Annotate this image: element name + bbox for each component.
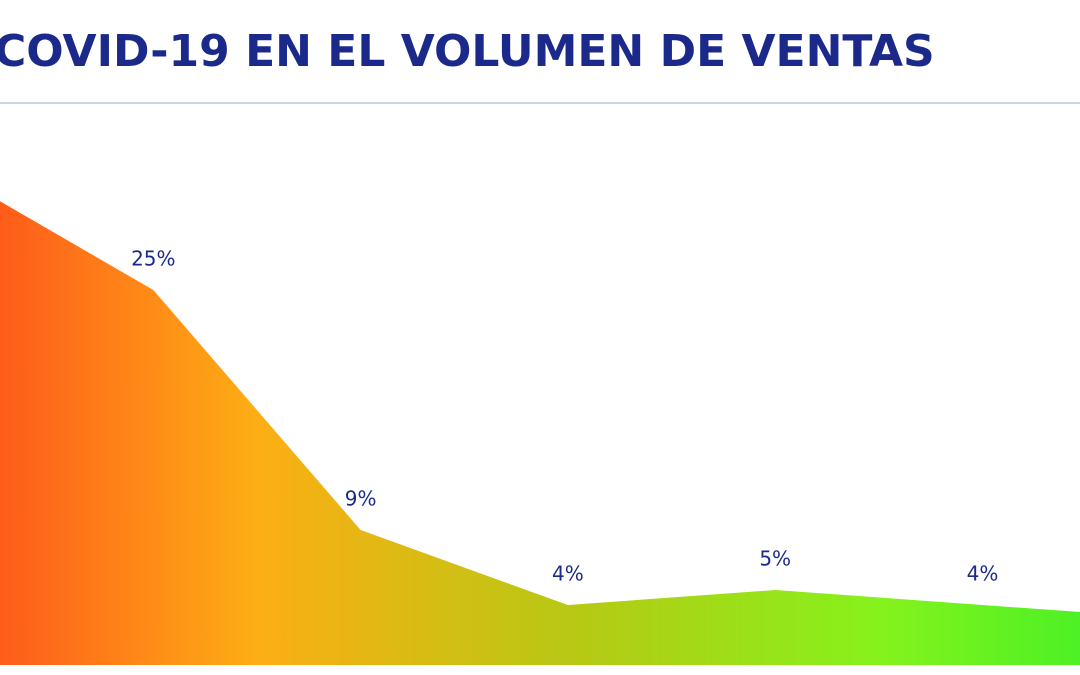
data-label: 5% [759, 547, 791, 571]
data-label: 4% [552, 562, 584, 586]
chart-title: COVID-19 EN EL VOLUMEN DE VENTAS [0, 26, 935, 77]
data-label: 25% [131, 247, 175, 271]
data-label: 9% [345, 487, 377, 511]
area [0, 201, 1080, 665]
data-label: 4% [967, 562, 999, 586]
